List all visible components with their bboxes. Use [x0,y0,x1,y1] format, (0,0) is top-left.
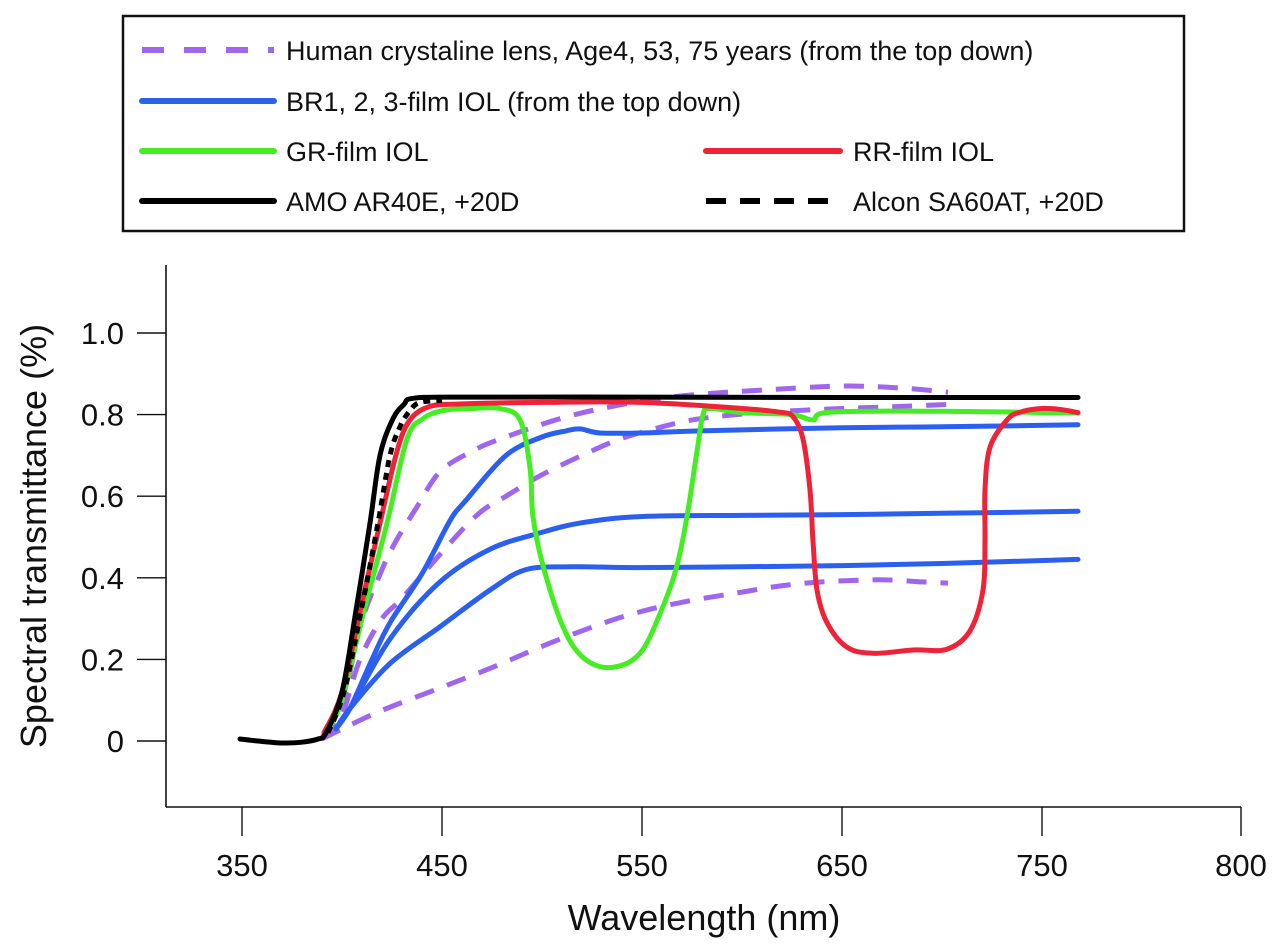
y-tick-label: 0.4 [81,561,124,596]
y-ticks: 0 0.2 0.4 0.6 0.8 1.0 [81,316,166,759]
series-line-alcon-sa60at-20d [325,397,443,734]
axes [165,265,1241,808]
y-tick-label: 0.6 [81,479,124,514]
series-line-amo-ar40e-20d [237,394,1081,746]
series-line-br3-film-iol [333,556,1081,732]
legend-label: AMO AR40E, +20D [286,187,519,217]
legend: Human crystaline lens, Age4, 53, 75 year… [121,14,1186,233]
legend-label: RR-film IOL [853,137,994,167]
x-ticks: 350 450 550 650 750 800 [216,807,1267,883]
y-axis-title: Spectral transmittance (%) [13,324,54,748]
y-tick-label: 0.2 [81,642,124,677]
series-group [237,383,1081,746]
x-tick-label: 800 [1215,848,1267,883]
legend-label: Human crystaline lens, Age4, 53, 75 year… [286,36,1033,66]
x-tick-label: 650 [816,848,868,883]
legend-label: Alcon SA60AT, +20D [853,187,1104,217]
x-tick-label: 450 [416,848,468,883]
y-tick-label: 0.8 [81,398,124,433]
legend-label: BR1, 2, 3-film IOL (from the top down) [286,87,741,117]
series-line-br2-film-iol [333,508,1081,732]
series-line-rr-film-iol [321,399,1081,736]
series-line-human-lens-age-75 [320,577,949,742]
series-line-br1-film-iol [333,422,1081,732]
x-axis-title: Wavelength (nm) [568,897,841,938]
x-tick-label: 750 [1016,848,1068,883]
legend-box [121,14,1186,233]
series-line-human-lens-age-4 [320,383,949,739]
legend-label: GR-film IOL [286,137,429,167]
y-tick-label: 0 [107,724,124,759]
y-tick-label: 1.0 [81,316,124,351]
x-tick-label: 550 [616,848,668,883]
x-tick-label: 350 [216,848,268,883]
series-line-human-lens-age-53 [320,401,949,739]
series-line-gr-film-iol [323,405,1081,736]
